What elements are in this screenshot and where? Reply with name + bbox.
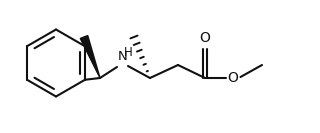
Text: N: N xyxy=(118,49,127,63)
Text: O: O xyxy=(200,30,211,45)
Polygon shape xyxy=(80,36,100,78)
Text: O: O xyxy=(228,70,238,84)
Text: H: H xyxy=(124,46,133,59)
